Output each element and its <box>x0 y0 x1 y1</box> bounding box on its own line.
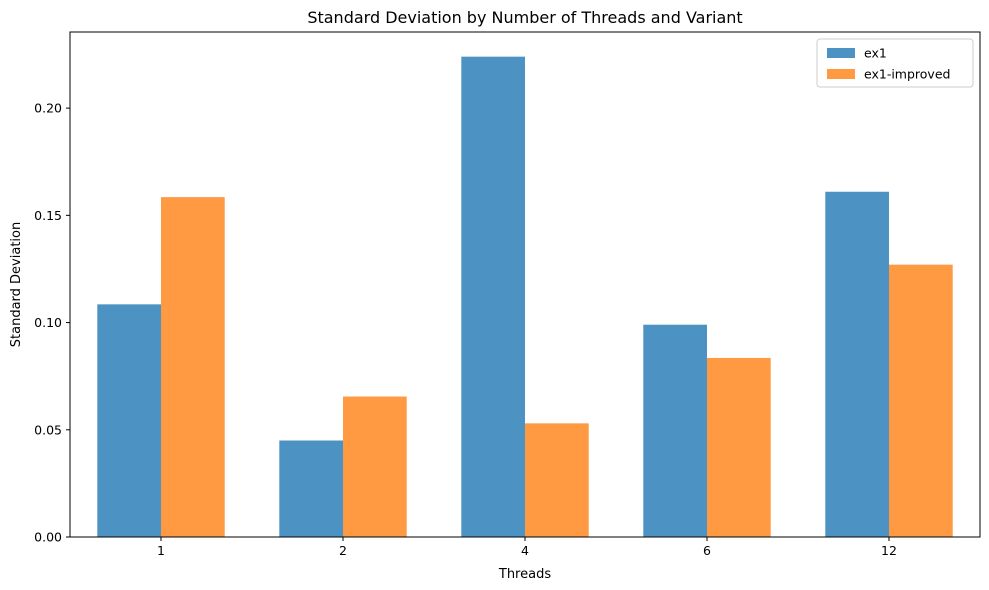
bar-ex1-improved-12 <box>889 264 953 537</box>
bars-layer <box>97 56 953 538</box>
x-axis-ticks: 1 2 4 6 12 <box>157 537 897 558</box>
bar-ex1-improved-2 <box>343 396 407 537</box>
x-tick-label: 12 <box>881 543 897 558</box>
x-tick-label: 6 <box>703 543 711 558</box>
bar-ex1-improved-4 <box>525 423 589 537</box>
bar-ex1-4 <box>461 56 525 537</box>
bar-ex1-6 <box>643 324 707 537</box>
legend-swatch-ex1-improved <box>827 69 855 79</box>
legend-box <box>816 38 974 88</box>
legend-label-ex1: ex1 <box>864 46 887 61</box>
y-tick-label: 0.15 <box>34 208 62 223</box>
bar-ex1-12 <box>825 191 889 537</box>
x-tick-label: 4 <box>521 543 529 558</box>
x-axis-label: Threads <box>498 567 551 582</box>
chart-title: Standard Deviation by Number of Threads … <box>307 8 742 27</box>
x-tick-label: 2 <box>339 543 347 558</box>
y-tick-label: 0.05 <box>34 422 62 437</box>
bar-ex1-improved-6 <box>707 357 771 537</box>
legend-label-ex1-improved: ex1-improved <box>864 67 950 82</box>
x-tick-label: 1 <box>157 543 165 558</box>
bar-ex1-1 <box>97 304 161 537</box>
bar-ex1-improved-1 <box>161 197 225 538</box>
legend: ex1 ex1-improved <box>816 38 974 88</box>
legend-swatch-ex1 <box>827 48 855 58</box>
bar-ex1-2 <box>279 440 343 537</box>
y-axis-label: Standard Deviation <box>9 222 24 347</box>
y-tick-label: 0.00 <box>34 530 62 545</box>
y-tick-label: 0.10 <box>34 315 62 330</box>
y-axis-ticks: 0.00 0.05 0.10 0.15 0.20 <box>34 101 70 545</box>
y-tick-label: 0.20 <box>34 101 62 116</box>
